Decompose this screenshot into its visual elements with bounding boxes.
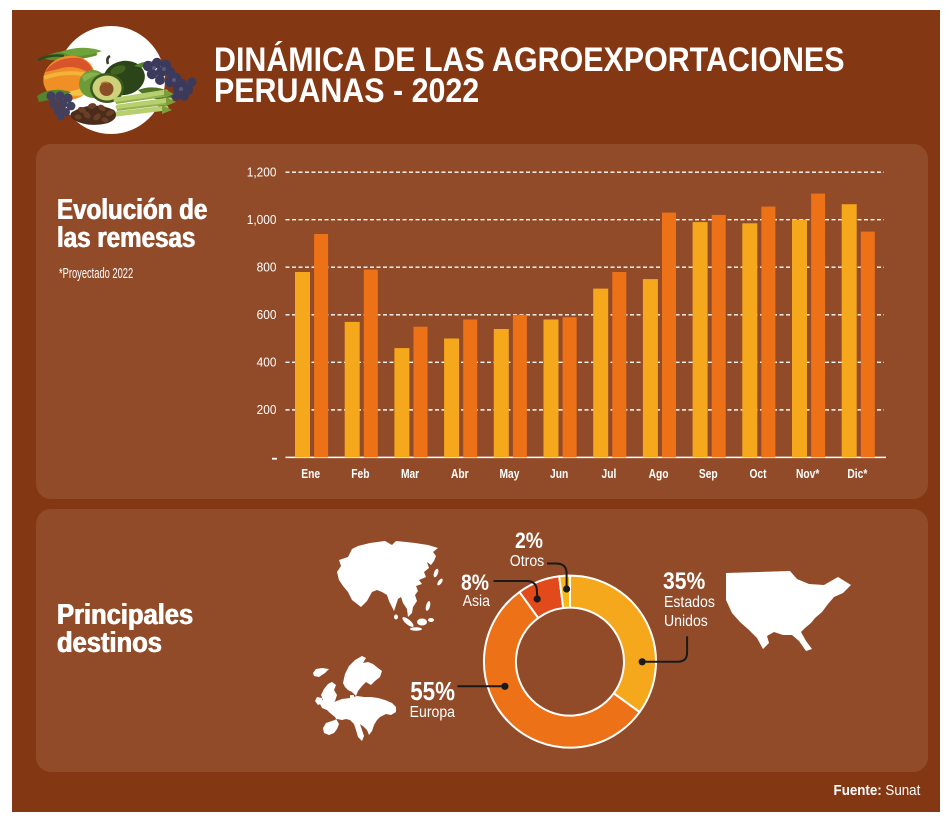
svg-text:Nov*: Nov*: [796, 468, 820, 481]
svg-text:Ago: Ago: [649, 468, 669, 481]
svg-text:Ene: Ene: [301, 468, 320, 481]
svg-text:Jul: Jul: [602, 468, 617, 481]
svg-text:Jun: Jun: [550, 468, 568, 481]
svg-text:Abr: Abr: [451, 468, 469, 481]
svg-text:Mar: Mar: [401, 468, 420, 481]
svg-text:Sep: Sep: [699, 468, 718, 481]
svg-text:May: May: [499, 468, 520, 481]
svg-text:Dic*: Dic*: [847, 468, 867, 481]
svg-text:Oct: Oct: [749, 468, 766, 481]
svg-text:800: 800: [257, 260, 277, 274]
svg-text:200: 200: [257, 403, 277, 417]
svg-text:600: 600: [257, 308, 277, 322]
svg-text:400: 400: [257, 355, 277, 369]
svg-text:1,200: 1,200: [247, 165, 277, 179]
svg-text:1,000: 1,000: [247, 213, 277, 227]
svg-text:Feb: Feb: [351, 468, 369, 481]
